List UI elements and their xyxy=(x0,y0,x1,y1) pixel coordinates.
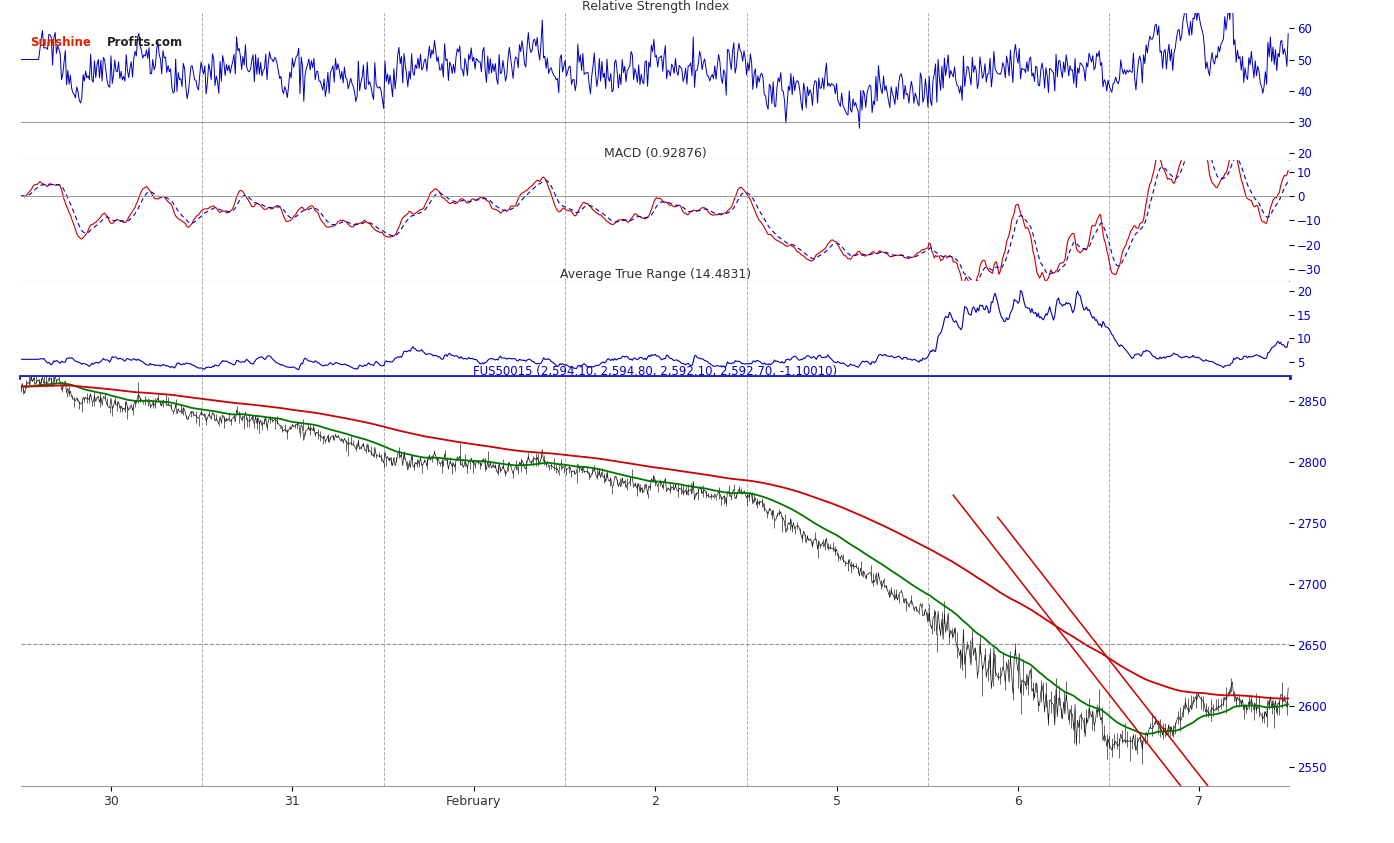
Text: Profits.com: Profits.com xyxy=(107,35,183,49)
Title: MACD (0.92876): MACD (0.92876) xyxy=(604,147,707,159)
Title: Average True Range (14.4831): Average True Range (14.4831) xyxy=(559,268,751,281)
Title: FUS50015 (2,594.10, 2,594.80, 2,592.10, 2,592.70, -1.10010): FUS50015 (2,594.10, 2,594.80, 2,592.10, … xyxy=(473,365,838,379)
Title: Relative Strength Index: Relative Strength Index xyxy=(581,0,729,13)
Text: Sunshine: Sunshine xyxy=(31,35,91,49)
